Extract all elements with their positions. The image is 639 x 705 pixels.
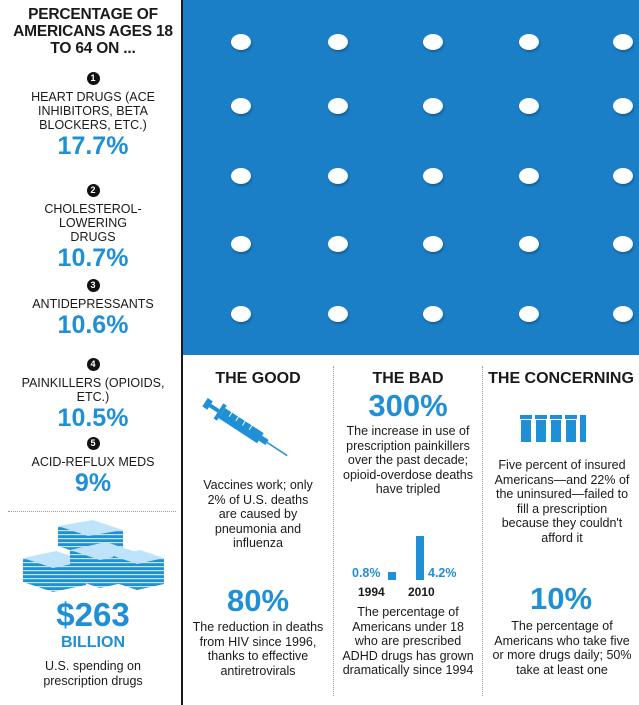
rank-number: 5: [86, 437, 100, 450]
rank-item-4: 4 PAINKILLERS (OPIOIDS, ETC.) 10.5%: [8, 354, 178, 432]
bar-2010: [416, 536, 424, 580]
good-text: Vaccines work; only 2% of U.S. deaths ar…: [203, 478, 313, 550]
rank-label: PAINKILLERS (OPIOIDS, ETC.): [21, 376, 165, 404]
pill-icon: [328, 306, 348, 322]
pill-icon: [231, 306, 251, 322]
pill-icon: [519, 98, 539, 114]
pill-icon: [328, 236, 348, 252]
rank-value: 9%: [74, 469, 112, 497]
pill-icon: [423, 98, 443, 114]
concerning-stat: 10%: [529, 581, 593, 616]
rank-item-1: 1 HEART DRUGS (ACE INHIBITORS, BETA BLOC…: [8, 68, 178, 160]
concerning-heading: THE CONCERNING: [488, 370, 634, 387]
adhd-chart: 0.8% 4.2% 1994 2010: [336, 532, 480, 602]
left-title: PERCENTAGE OF AMERICANS AGES 18 TO 64 ON…: [13, 6, 173, 57]
pill-icon: [328, 168, 348, 184]
bad-heading: THE BAD: [372, 370, 444, 387]
pill-icon: [519, 306, 539, 322]
concerning-text: Five percent of insured Americans—and 22…: [494, 458, 630, 545]
left-divider: [8, 511, 176, 512]
spending-amount: $263: [56, 596, 130, 633]
divider-good-bad: [333, 366, 334, 696]
rank-label: ACID-REFLUX MEDS: [31, 455, 155, 469]
pill-icon: [613, 34, 633, 50]
spending-unit: BILLION: [61, 634, 125, 651]
pill-icon: [423, 236, 443, 252]
pill-icon: [613, 306, 633, 322]
pill-icon: [423, 306, 443, 322]
good-heading: THE GOOD: [215, 370, 301, 387]
pill-icon: [519, 168, 539, 184]
good-stat-text: The reduction in deaths from HIV since 1…: [192, 620, 324, 678]
spending-caption: U.S. spending on prescription drugs: [43, 659, 143, 688]
rank-label: CHOLESTEROL-LOWERING DRUGS: [44, 202, 142, 244]
rank-label: HEART DRUGS (ACE INHIBITORS, BETA BLOCKE…: [31, 90, 155, 132]
pill-icon: [231, 98, 251, 114]
column-separator: [181, 0, 183, 705]
rank-number: 4: [86, 358, 100, 371]
rank-number: 1: [86, 72, 100, 85]
rank-item-5: 5 ACID-REFLUX MEDS 9%: [8, 433, 178, 497]
bar-1994: [388, 571, 396, 580]
pill-bottles-icon: [520, 415, 586, 442]
pill-icon: [519, 34, 539, 50]
pill-icon: [613, 236, 633, 252]
syringe-icon: [202, 398, 288, 457]
pill-icon: [613, 98, 633, 114]
rank-value: 10.5%: [57, 404, 129, 432]
pill-icon: [231, 236, 251, 252]
value-label-2010: 4.2%: [428, 566, 457, 580]
tick-label-1994: 1994: [358, 585, 385, 599]
pill-icon: [613, 168, 633, 184]
pill-icon: [423, 34, 443, 50]
concerning-stat-text: The percentage of Americans who take fiv…: [492, 619, 632, 677]
rank-item-2: 2 CHOLESTEROL-LOWERING DRUGS 10.7%: [8, 180, 178, 272]
rank-value: 10.7%: [57, 244, 129, 272]
pill-icon: [231, 34, 251, 50]
divider-bad-concerning: [482, 366, 483, 696]
pills-photo: [183, 0, 639, 355]
bad-text: The increase in use of prescription pain…: [343, 424, 473, 496]
rank-label: ANTIDEPRESSANTS: [32, 297, 154, 311]
pill-icon: [328, 34, 348, 50]
pill-icon: [231, 168, 251, 184]
money-stack-icon: [23, 520, 164, 592]
rank-item-3: 3 ANTIDEPRESSANTS 10.6%: [8, 275, 178, 339]
tick-label-2010: 2010: [408, 585, 435, 599]
rank-number: 3: [86, 279, 100, 292]
rank-value: 10.6%: [57, 311, 129, 339]
good-stat: 80%: [226, 583, 290, 618]
bad-stat: 300%: [368, 388, 448, 423]
rank-number: 2: [86, 184, 100, 197]
bad-chart-caption: The percentage of Americans under 18 who…: [342, 605, 474, 677]
rank-value: 17.7%: [57, 132, 129, 160]
pill-icon: [423, 168, 443, 184]
pill-icon: [519, 236, 539, 252]
value-label-1994: 0.8%: [352, 566, 381, 580]
pill-icon: [328, 98, 348, 114]
